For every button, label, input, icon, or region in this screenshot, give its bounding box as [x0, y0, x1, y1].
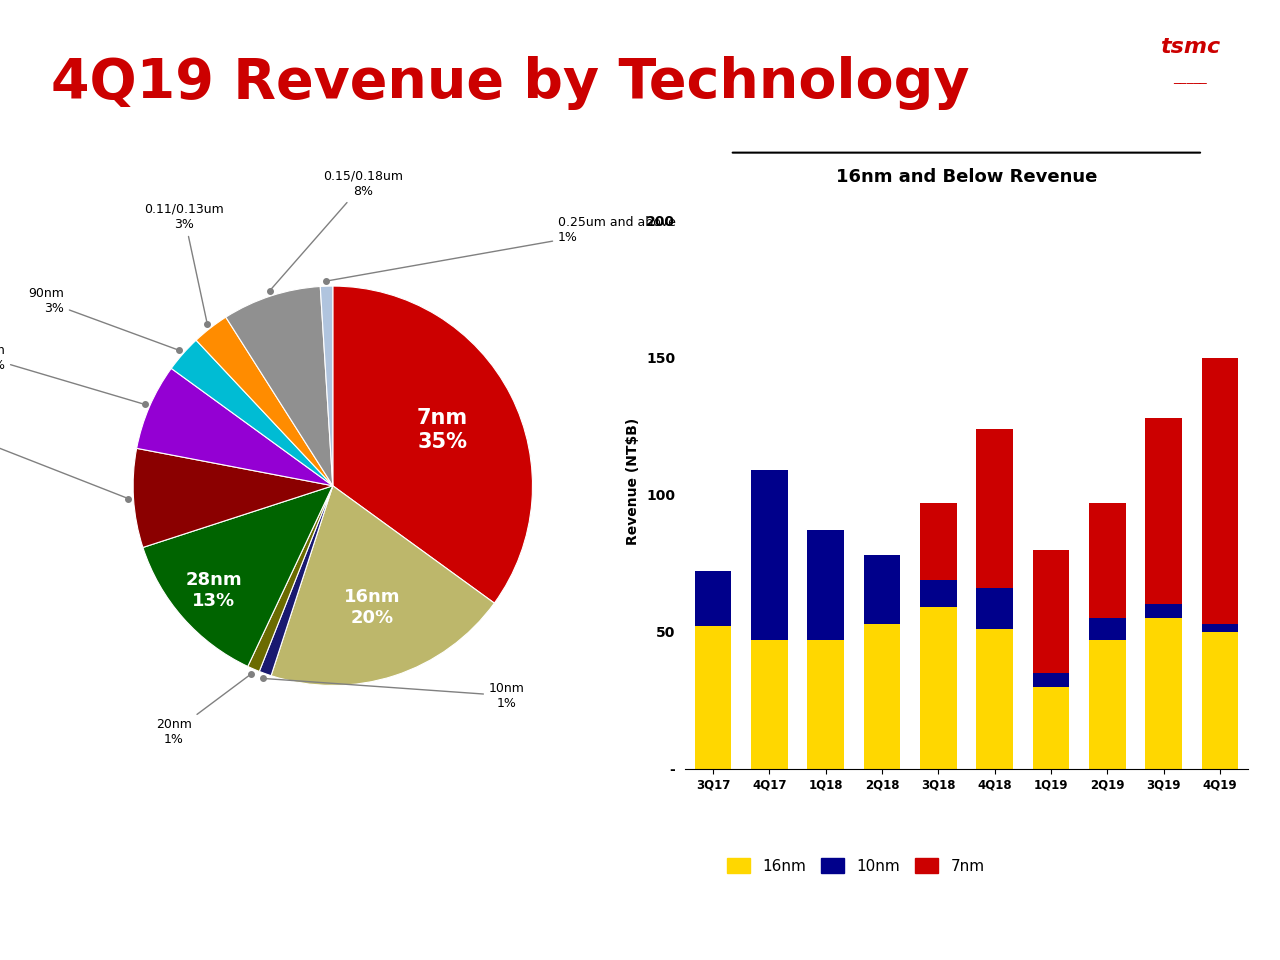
Wedge shape [271, 486, 494, 685]
Bar [920, 503, 956, 580]
Wedge shape [248, 486, 333, 671]
Text: 20nm
1%: 20nm 1% [156, 676, 250, 746]
Bar [695, 626, 731, 769]
Bar [977, 429, 1012, 588]
Wedge shape [172, 340, 333, 486]
Text: 0.11/0.13um
3%: 0.11/0.13um 3% [145, 203, 224, 322]
Bar [864, 555, 900, 624]
Wedge shape [133, 448, 333, 547]
Bar [920, 607, 956, 769]
Wedge shape [320, 286, 333, 486]
Bar [864, 624, 900, 769]
Bar [1202, 632, 1238, 769]
Text: ─────: ───── [1174, 79, 1207, 88]
Text: 4Q19 Revenue by Technology: 4Q19 Revenue by Technology [51, 56, 970, 110]
Bar [977, 629, 1012, 769]
Text: 90nm
3%: 90nm 3% [28, 287, 177, 349]
Wedge shape [143, 486, 333, 666]
Bar [1089, 503, 1125, 618]
Bar [808, 640, 844, 769]
Wedge shape [225, 286, 333, 486]
Bar [1089, 640, 1125, 769]
Bar [1033, 673, 1069, 686]
Bar [1202, 624, 1238, 632]
Bar [1146, 618, 1181, 769]
Bar [920, 580, 956, 607]
Bar [1033, 549, 1069, 673]
Title: 16nm and Below Revenue: 16nm and Below Revenue [836, 168, 1097, 186]
Text: tsmc: tsmc [1160, 37, 1221, 58]
Wedge shape [260, 486, 333, 676]
Bar [1146, 605, 1181, 618]
Bar [695, 571, 731, 626]
Bar [808, 530, 844, 640]
Text: 4: 4 [636, 928, 644, 942]
Bar [1146, 418, 1181, 605]
Bar [1202, 357, 1238, 624]
Text: 10nm
1%: 10nm 1% [266, 679, 525, 709]
Wedge shape [196, 317, 333, 486]
Wedge shape [333, 286, 532, 603]
Text: 28nm
13%: 28nm 13% [186, 571, 242, 611]
Text: 65nm
7%: 65nm 7% [0, 344, 142, 403]
Text: 0.15/0.18um
8%: 0.15/0.18um 8% [271, 170, 403, 289]
Bar [1089, 618, 1125, 640]
Bar [977, 588, 1012, 629]
Wedge shape [137, 369, 333, 486]
Text: 7nm
35%: 7nm 35% [417, 408, 468, 451]
Bar [751, 470, 787, 640]
Bar [1033, 686, 1069, 769]
Y-axis label: Revenue (NT$B): Revenue (NT$B) [626, 418, 640, 544]
Legend: 16nm, 10nm, 7nm: 16nm, 10nm, 7nm [721, 852, 991, 879]
Text: TSMC Property: TSMC Property [1165, 928, 1267, 942]
Text: 16nm
20%: 16nm 20% [344, 588, 401, 627]
Text: © 2020 TSMC, Ltd: © 2020 TSMC, Ltd [13, 928, 141, 942]
Text: 40/45nm
8%: 40/45nm 8% [0, 416, 125, 497]
Text: 0.25um and above
1%: 0.25um and above 1% [329, 216, 676, 280]
Bar [751, 640, 787, 769]
